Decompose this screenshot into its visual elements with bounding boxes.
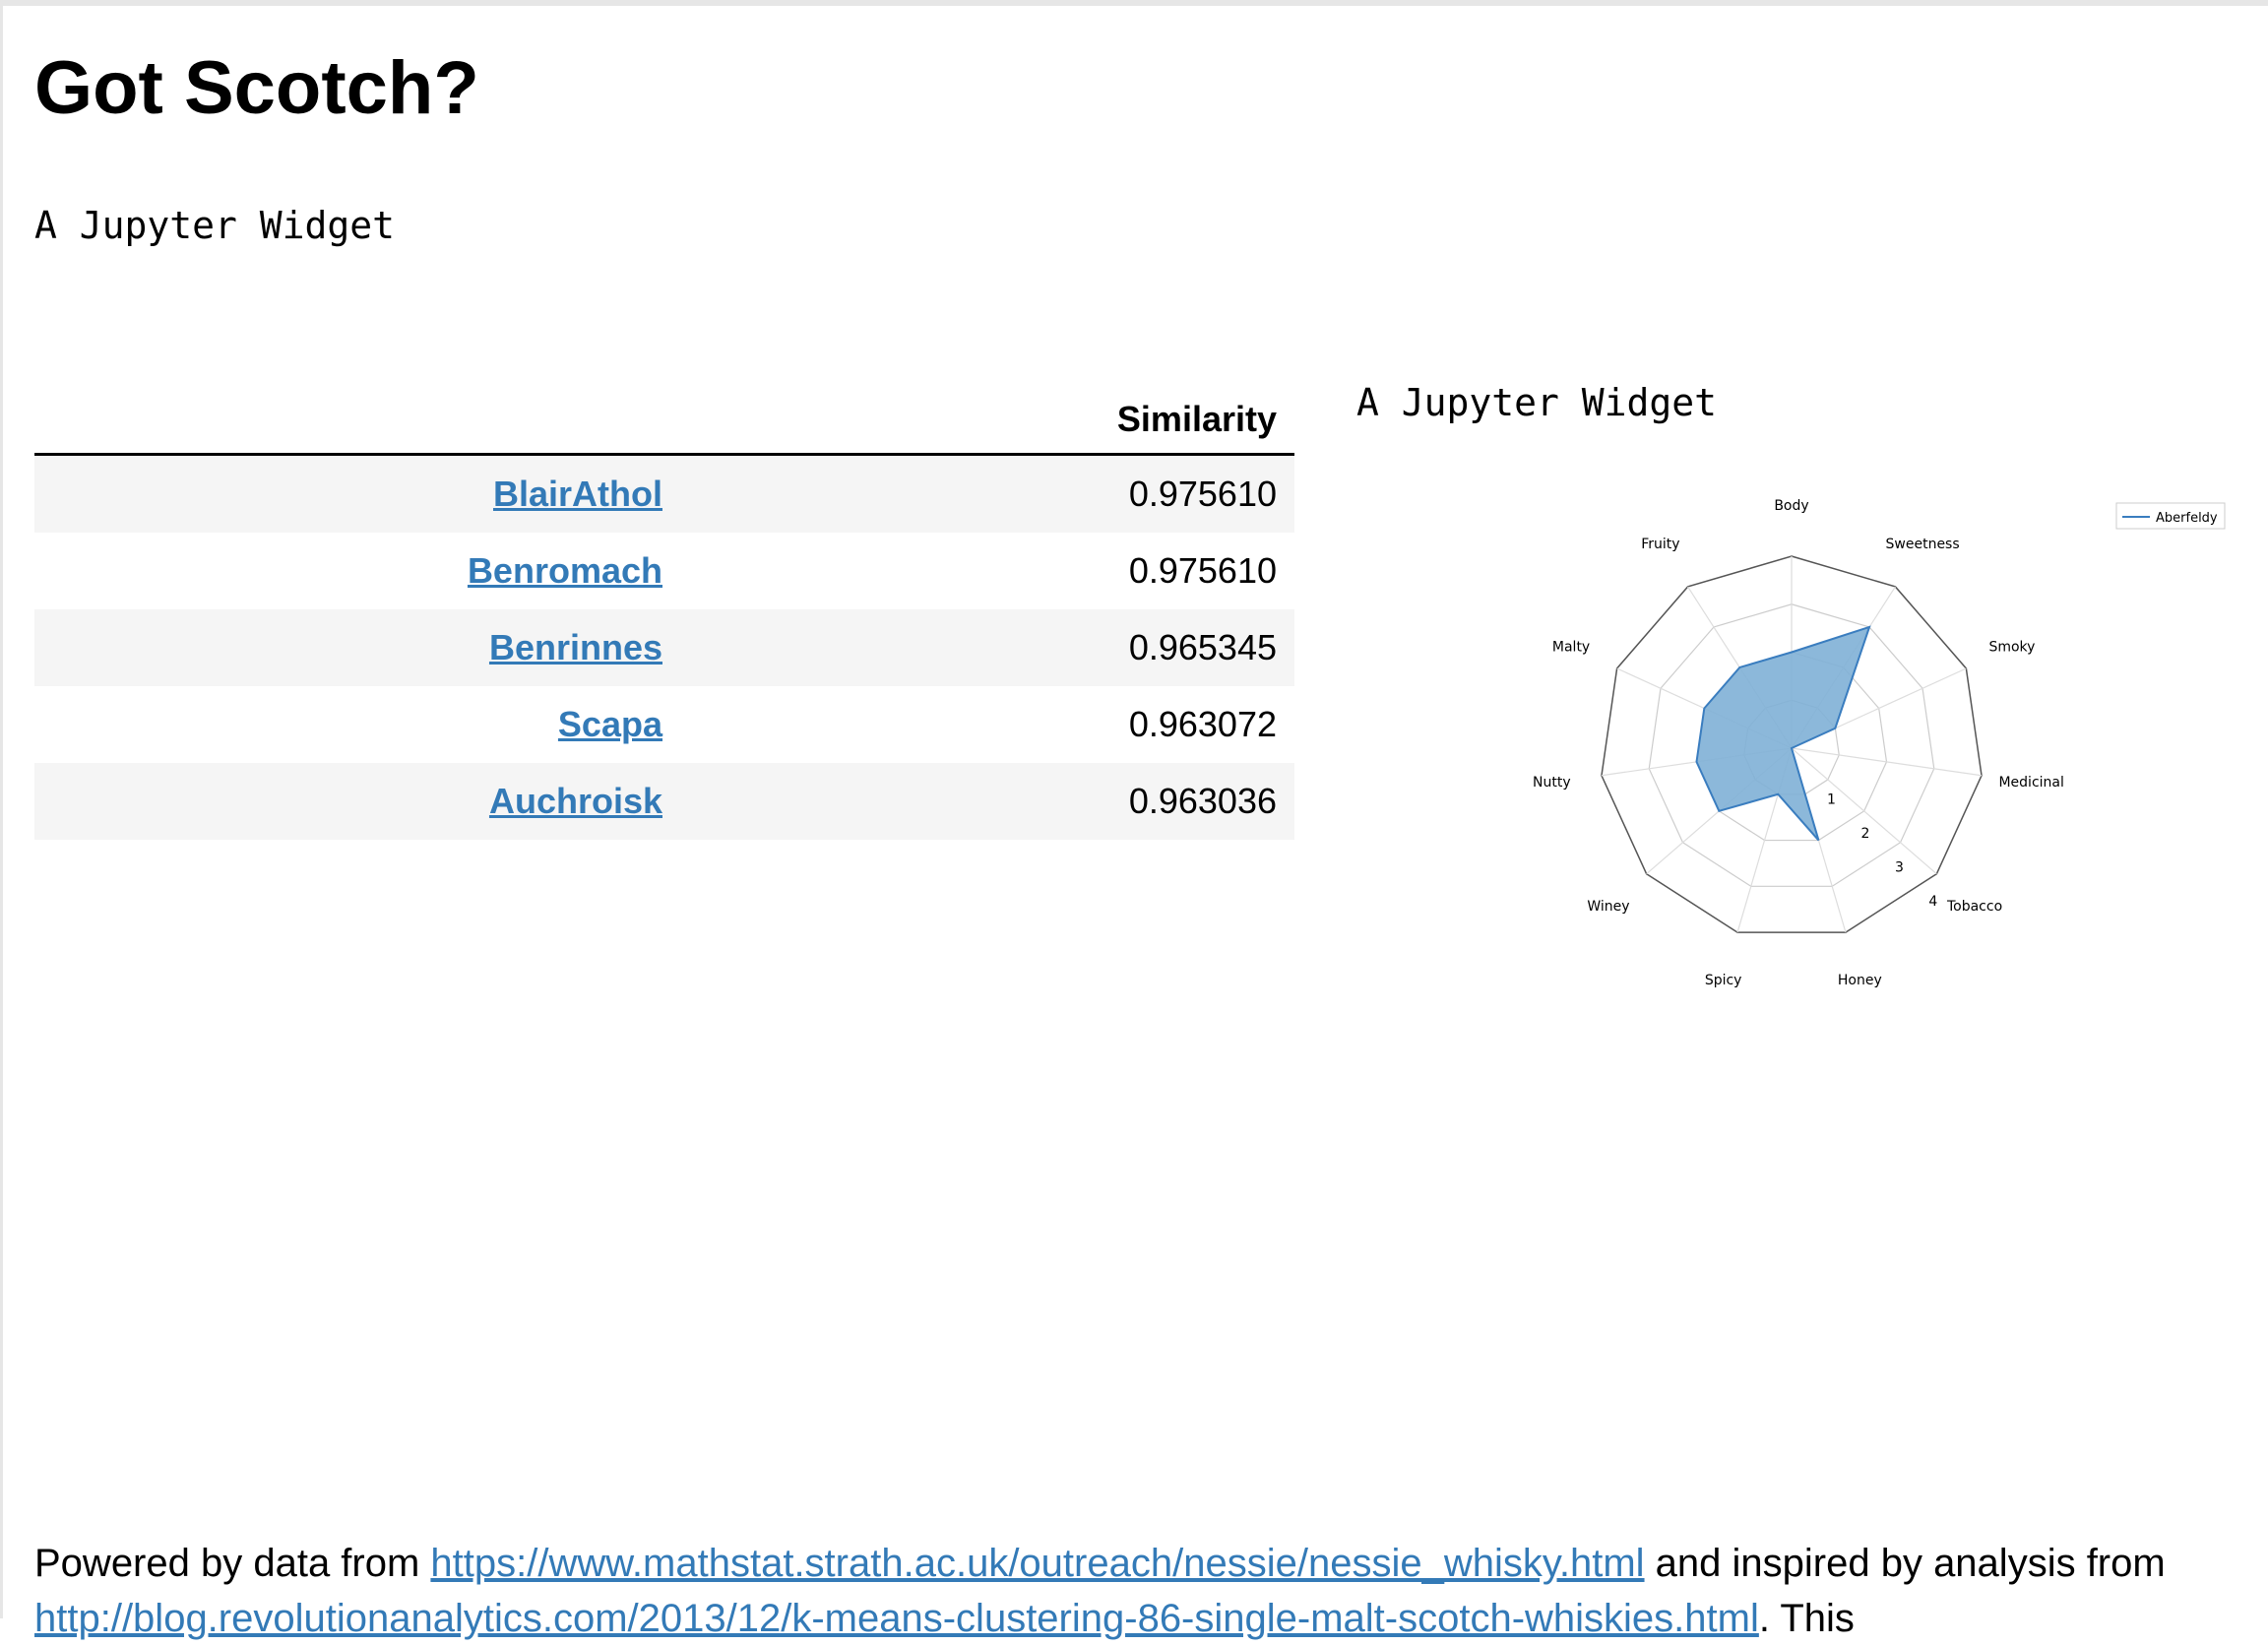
radar-category-label: Medicinal <box>1998 775 2063 791</box>
whisky-link[interactable]: Benrinnes <box>488 627 662 667</box>
radar-category-label: Spicy <box>1705 973 1742 988</box>
radar-category-label: Fruity <box>1641 537 1679 552</box>
radar-spoke <box>1791 747 1937 875</box>
whisky-link[interactable]: Benromach <box>467 550 662 591</box>
left-border <box>0 0 3 1618</box>
similarity-value: 0.975610 <box>680 454 1294 533</box>
footer-middle: and inspired by analysis from <box>1644 1542 2166 1585</box>
page-title: Got Scotch? <box>34 46 479 130</box>
table-row: Scapa 0.963072 <box>34 686 1294 763</box>
radar-grid-ring <box>1601 555 1983 933</box>
table-header-name <box>34 386 680 456</box>
radar-tick-label: 4 <box>1928 894 1937 910</box>
whisky-link[interactable]: Scapa <box>557 704 662 744</box>
similarity-value: 0.963072 <box>1128 704 1277 744</box>
radar-category-label: Smoky <box>1988 640 2035 656</box>
similarity-value: 0.963036 <box>680 763 1294 840</box>
table-row: Auchroisk 0.963036 <box>34 763 1294 840</box>
radar-tick-label: 2 <box>1860 826 1869 842</box>
radar-category-label: Body <box>1774 498 1808 514</box>
radar-spoke <box>1791 747 1983 777</box>
radar-category-label: Sweetness <box>1886 537 1960 552</box>
footer-suffix: . This <box>1758 1597 1855 1640</box>
radar-grid-ring <box>1648 603 1935 887</box>
similarity-table: Similarity BlairAthol 0.975610 Benromach… <box>34 386 1294 840</box>
whisky-link[interactable]: BlairAthol <box>492 474 662 514</box>
whisky-link[interactable]: Auchroisk <box>488 781 662 821</box>
table-row: Benrinnes 0.965345 <box>34 609 1294 686</box>
table-row: BlairAthol 0.975610 <box>34 454 1294 533</box>
radar-category-label: Malty <box>1552 640 1590 656</box>
radar-series-area <box>1695 625 1871 842</box>
similarity-value: 0.975610 <box>1128 550 1277 591</box>
radar-category-label: Honey <box>1838 973 1882 988</box>
table-header-similarity: Similarity <box>680 386 1294 456</box>
legend-label: Aberfeldy <box>2156 511 2218 526</box>
footer-text: Powered by data from https://www.mathsta… <box>34 1536 2239 1646</box>
radar-chart: Body Sweetness Smoky Medicinal Tobacco Honey S… <box>1533 498 2226 988</box>
footer-prefix: Powered by data from <box>34 1542 431 1585</box>
radar-category-label: Nutty <box>1533 775 1571 791</box>
radar-tick-label: 1 <box>1827 791 1836 807</box>
radar-tick-label: 3 <box>1895 859 1904 875</box>
chart-widget-placeholder-text: A Jupyter Widget <box>1356 381 1718 424</box>
top-border <box>0 0 2268 6</box>
widget-placeholder-text: A Jupyter Widget <box>34 204 396 247</box>
data-source-link[interactable]: https://www.mathstat.strath.ac.uk/outrea… <box>430 1542 1645 1585</box>
table-row: Benromach 0.975610 <box>34 533 1294 609</box>
analysis-source-link[interactable]: http://blog.revolutionanalytics.com/2013… <box>34 1597 1759 1640</box>
radar-category-label: Winey <box>1587 899 1629 915</box>
table-header-row: Similarity <box>34 386 1294 456</box>
similarity-value: 0.965345 <box>680 609 1294 686</box>
radar-category-label: Tobacco <box>1946 899 2002 915</box>
